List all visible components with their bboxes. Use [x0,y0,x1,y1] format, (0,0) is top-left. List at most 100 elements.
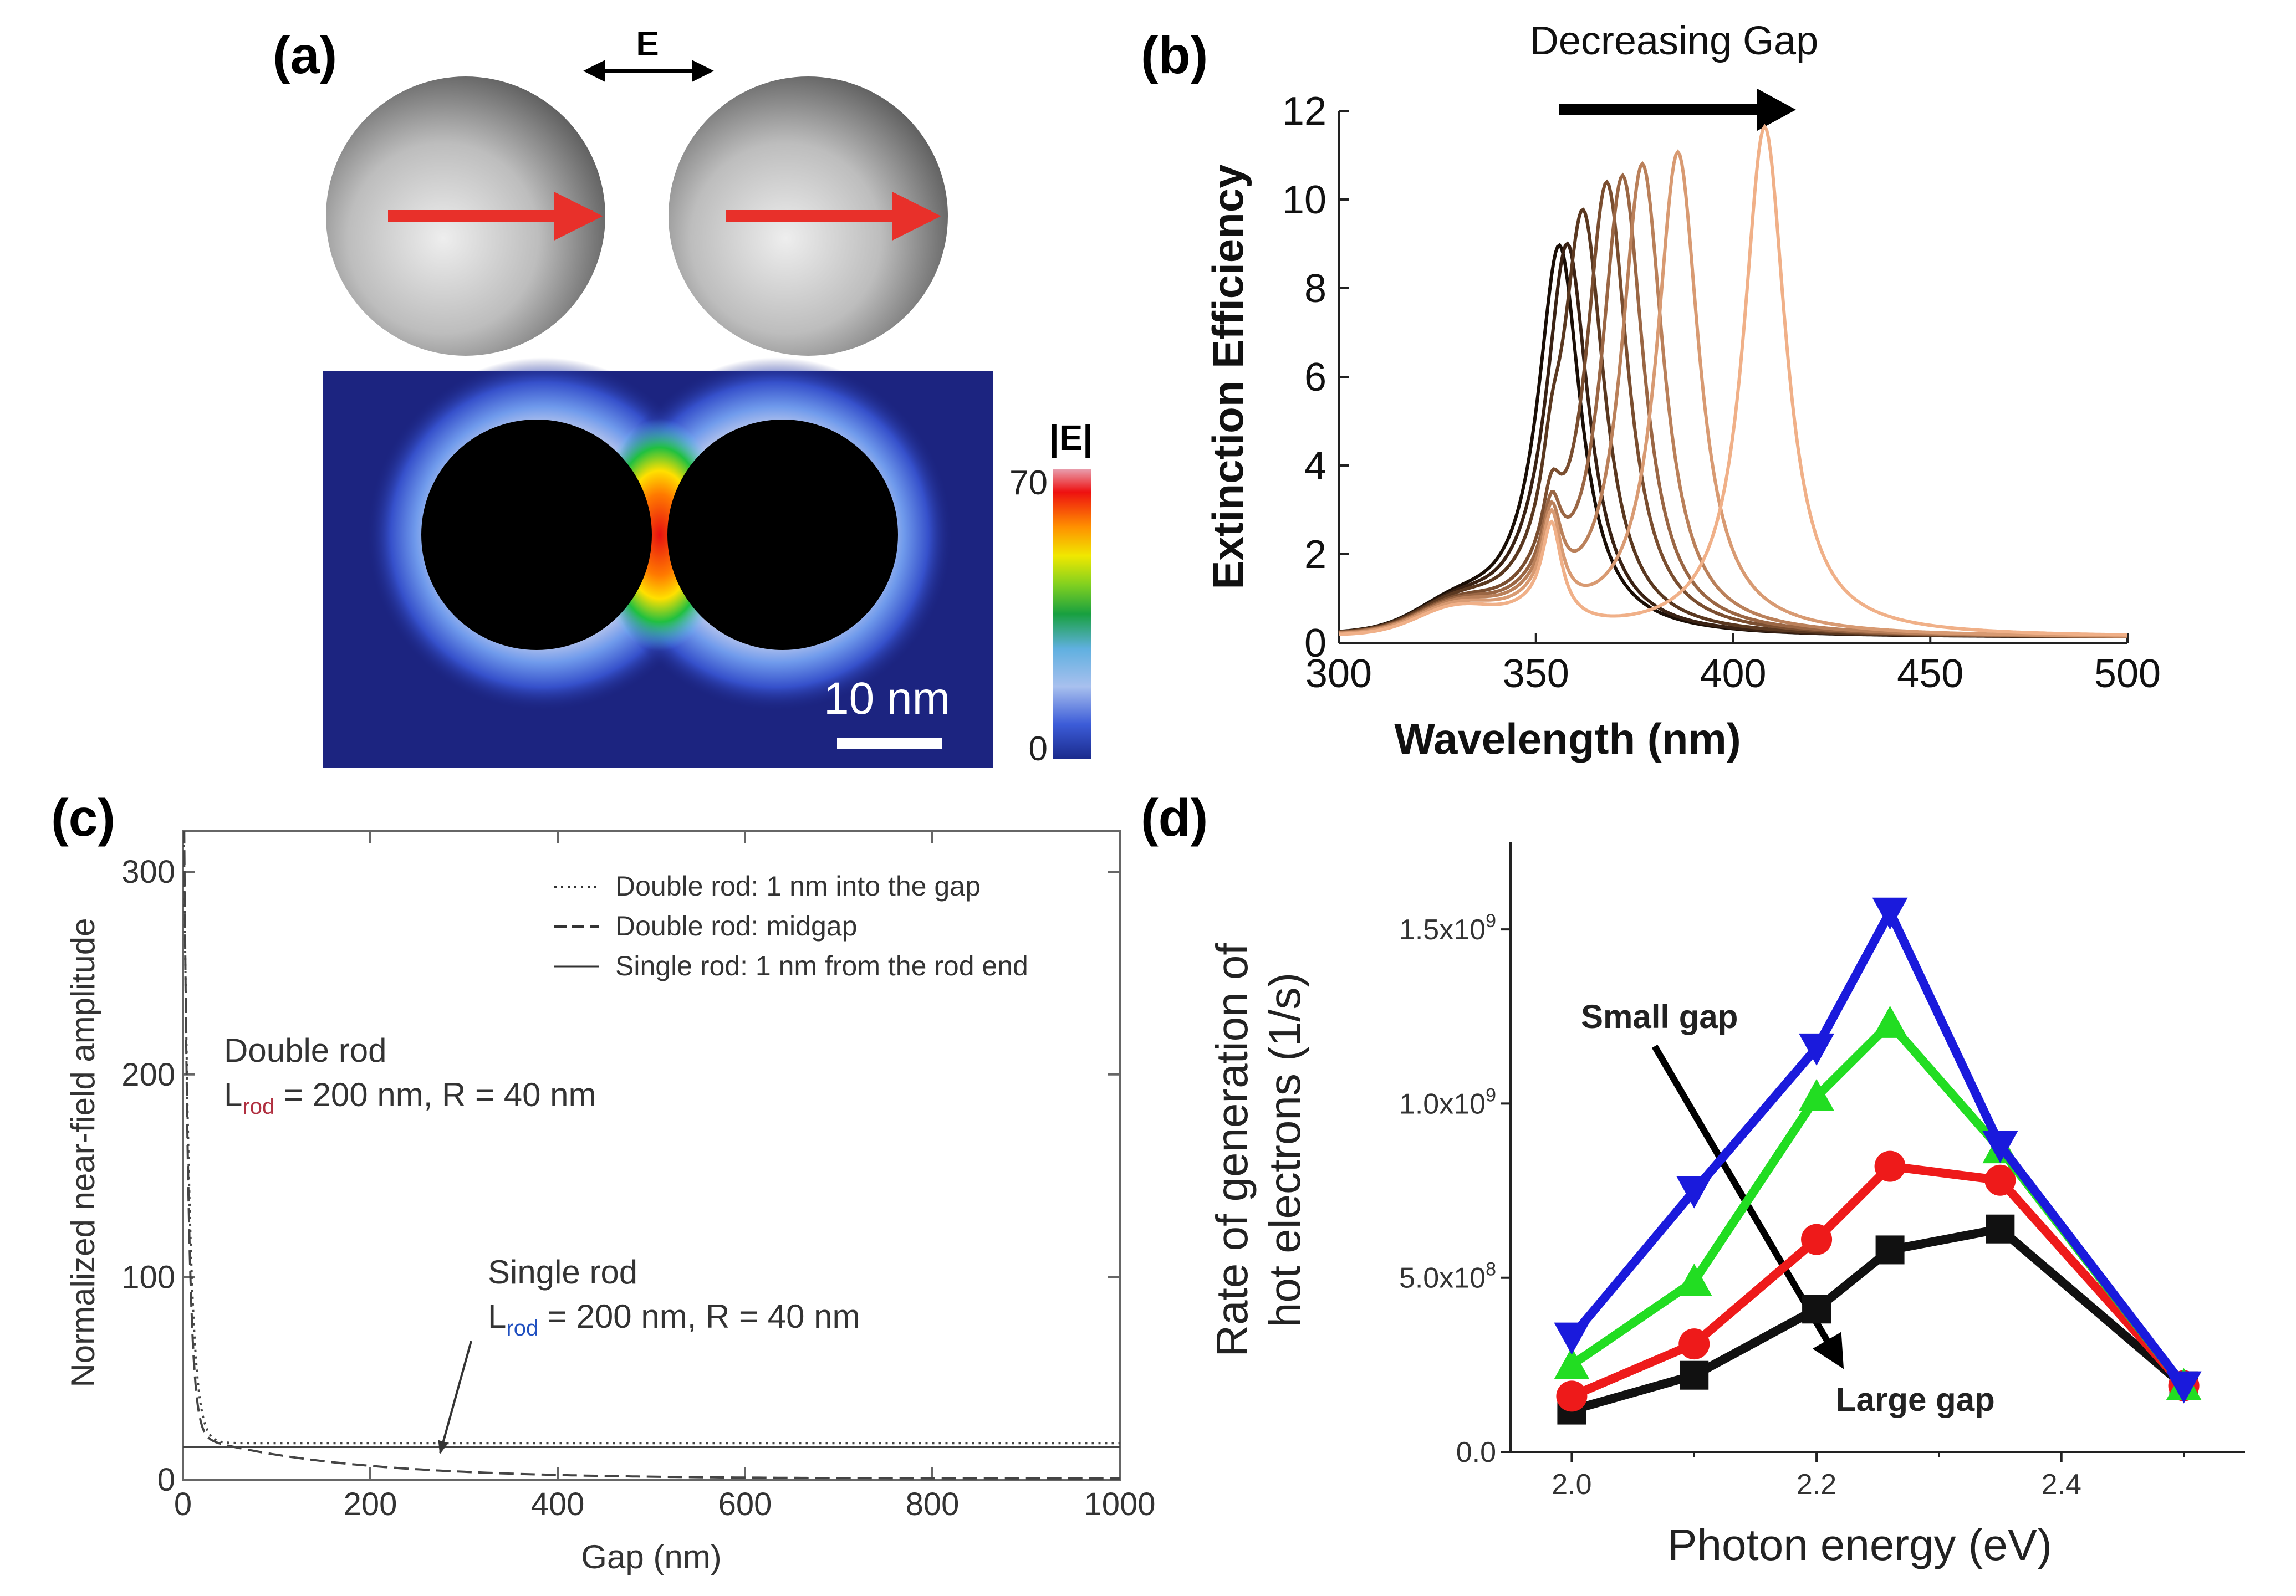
colorbar-title: |E| [1049,418,1093,458]
chart-b-series-line-6 [1338,161,2127,638]
chart-b-series-line-4 [1338,179,2127,638]
chart-c-xtick-label: 600 [718,1486,772,1522]
chart-d-series-line [1570,1162,2187,1400]
panel-c-label: (c) [51,789,115,847]
chart-d-marker-square [1802,1295,1831,1324]
chart-b-ytick-label: 0 [1304,621,1326,666]
chart-b-ytick-label: 8 [1304,267,1326,311]
chart-d-marker-triangle-up [1554,1347,1590,1379]
chart-d-marker-square [1680,1360,1709,1390]
chart-b-xtick-label: 400 [1700,652,1766,696]
chart-b-series-line-5 [1338,172,2128,638]
chart-c-ytick-label: 200 [121,1057,175,1093]
chart-b-series-line-7 [1338,149,2127,638]
chart-d-ytick-label: 1.5x109 [1399,910,1496,946]
chart-c-dotted-line [183,831,1120,1445]
colorbar-max: 70 [1009,464,1048,502]
chart-d-marker-circle [1801,1224,1833,1255]
chart-d-xtick-label: 2.2 [1797,1469,1836,1501]
decreasing-gap-arrow-head [1757,89,1796,131]
colorbar-min: 0 [1029,730,1048,768]
panel-d-label: (d) [1141,789,1208,847]
chart-c-ytick-label: 100 [121,1259,175,1295]
chart-b-xtick-label: 450 [1897,652,1963,696]
chart-c-ylabel: Normalized near-field amplitude [64,918,101,1387]
chart-d-series-line [1569,1019,2187,1389]
chart-d-series-line [1568,907,2187,1389]
chart-d-xtick-label: 2.4 [2042,1469,2081,1501]
chart-b-ytick-label: 12 [1282,89,1326,134]
legend-item-solid: Single rod: 1 nm from the rod end [615,950,1028,981]
chart-d-marker-triangle-down [1554,1322,1590,1355]
chart-b-xtick-label: 300 [1305,652,1372,696]
chart-d-ylabel-line1: Rate of generation of [1207,943,1257,1357]
chart-d-xlabel: Photon energy (eV) [1667,1520,2052,1569]
chart-b-xtick-label: 350 [1503,652,1569,696]
chart-b-series-line-8 [1338,124,2127,637]
chart-d-series [1554,897,2202,1425]
chart-c-xlabel: Gap (nm) [581,1538,721,1575]
chart-d-ytick-label: 5.0x108 [1399,1259,1496,1295]
chart-c-series [183,831,1120,1480]
single-rod-label: Single rod [488,1254,637,1291]
chart-b-xlabel: Wavelength (nm) [1394,714,1741,763]
chart-d-marker-triangle-down [2166,1371,2202,1404]
double-rod-params: Lrod = 200 nm, R = 40 nm [224,1076,596,1119]
chart-c-legend: Double rod: 1 nm into the gap Double rod… [554,871,1028,981]
chart-d-series-line [1570,1224,2187,1415]
scale-bar [837,738,942,749]
chart-d-marker-triangle-down [1872,897,1908,930]
chart-d-marker-triangle-up [1676,1264,1712,1296]
chart-b-title: Decreasing Gap [1530,19,1818,63]
chart-b-ytick-label: 2 [1304,533,1326,577]
chart-d-marker-square [1875,1235,1905,1265]
single-rod-pointer [438,1341,472,1455]
panel-d: (d) 0.0 5.0x108 1.0x109 1.5x109 2.0 2.2 2.4 Sm… [1141,789,2245,1569]
single-rod-params: Lrod = 200 nm, R = 40 nm [488,1298,860,1341]
panel-b-label: (b) [1141,26,1208,85]
panel-a: (a) E 10 nm |E| 70 0 [273,25,1093,768]
chart-c-xtick-label: 400 [531,1486,585,1522]
colorbar [1053,469,1091,759]
chart-d-marker-circle [1984,1164,2016,1196]
chart-d-marker-triangle-up [1872,1005,1908,1038]
chart-c-ytick-label: 300 [121,854,175,890]
panel-c: (c) 0 100 200 300 0 200 400 600 800 1000 Double r… [51,789,1156,1575]
chart-c-ytick-label: 0 [157,1462,175,1498]
chart-b-xtick-label: 500 [2094,652,2161,696]
chart-d-marker-triangle-down [1982,1130,2018,1163]
chart-b-series [1338,124,2128,638]
panel-b: (b) Decreasing Gap 0 2 4 6 8 10 12 300 350 400 450… [1141,19,2161,763]
chart-d-marker-circle [1556,1380,1588,1412]
double-rod-label: Double rod [224,1032,387,1069]
chart-d-ylabel-line2: hot electrons (1/s) [1260,973,1309,1327]
legend-item-dashed: Double rod: midgap [615,910,857,942]
chart-b-ytick-label: 10 [1282,178,1326,222]
chart-c-xtick-label: 200 [344,1486,397,1522]
chart-c-xtick-label: 800 [906,1486,960,1522]
chart-d-marker-triangle-down [1676,1176,1712,1209]
chart-c-xtick-label: 1000 [1084,1486,1155,1522]
chart-b-axes: 0 2 4 6 8 10 12 300 350 400 450 500 [1282,89,2161,696]
chart-c-dashed-line [183,831,1120,1480]
chart-d-marker-triangle-down [1799,1033,1835,1066]
chart-c-axes: 0 100 200 300 0 200 400 600 800 1000 [121,831,1156,1522]
chart-d-marker-square [1986,1214,2015,1244]
right-particle [667,420,898,650]
chart-d-ytick-label: 1.0x109 [1399,1085,1496,1120]
chart-d-marker-circle [1678,1328,1710,1360]
chart-d-marker-triangle-up [1799,1078,1835,1111]
panel-a-label: (a) [273,26,337,85]
chart-c-frame [182,830,1121,1481]
large-gap-label: Large gap [1836,1381,1995,1418]
chart-d-marker-circle [1874,1150,1906,1182]
chart-b-ylabel: Extinction Efficiency [1203,164,1252,589]
small-gap-label: Small gap [1581,998,1738,1035]
chart-b-ytick-label: 6 [1304,355,1326,400]
chart-b-ytick-label: 4 [1304,444,1326,488]
chart-d-xtick-label: 2.0 [1552,1469,1591,1501]
chart-c-xtick-label: 0 [174,1486,192,1522]
legend-item-dotted: Double rod: 1 nm into the gap [615,871,981,902]
chart-d-axes: 0.0 5.0x108 1.0x109 1.5x109 2.0 2.2 2.4 [1399,842,2245,1501]
